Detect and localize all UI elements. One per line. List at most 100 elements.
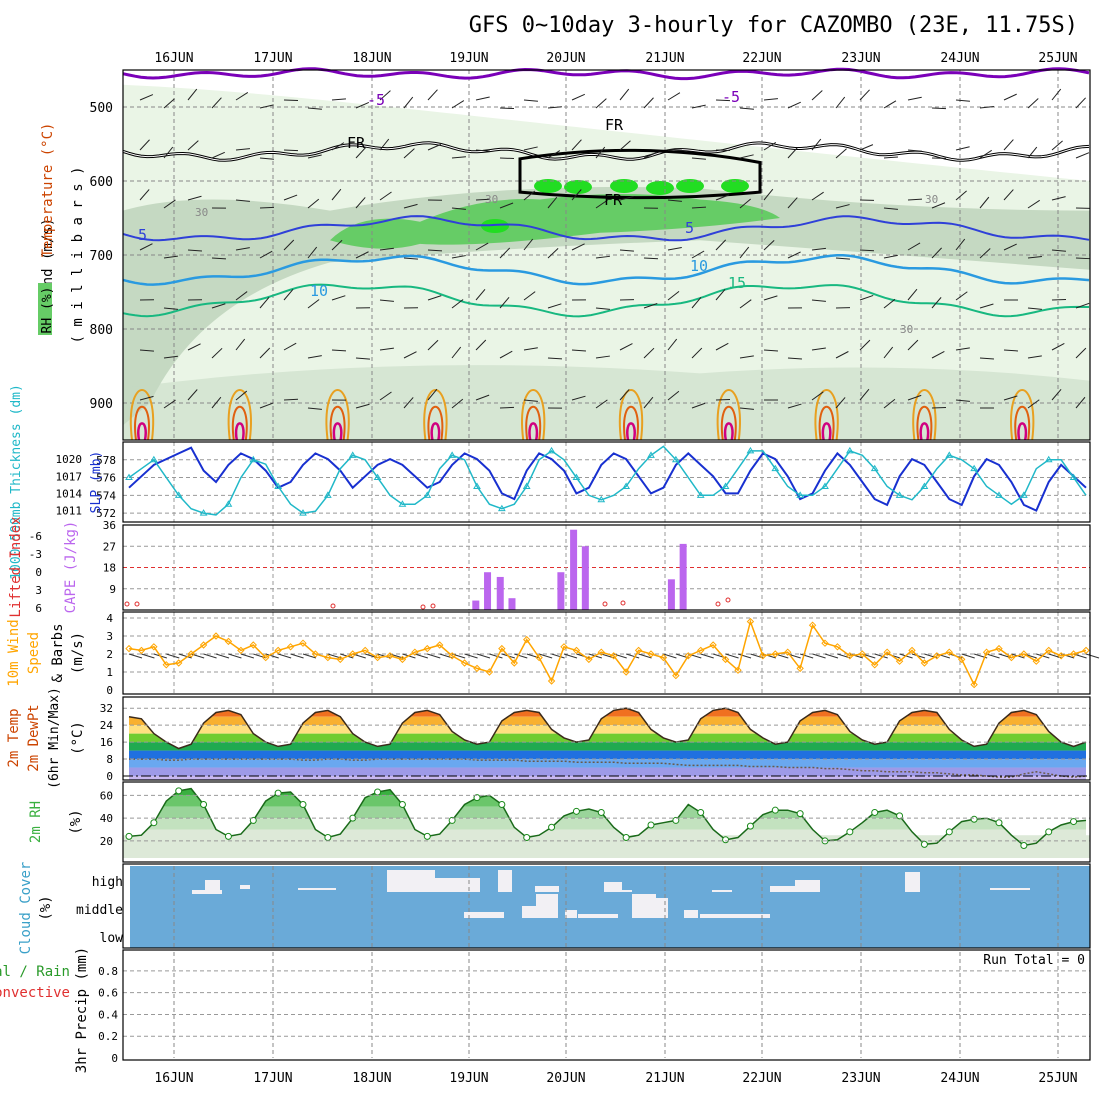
rh2m-point [746, 822, 754, 830]
wind-barb [235, 92, 249, 101]
wind-barb [499, 157, 515, 160]
wind-speed-point [771, 650, 779, 658]
panel-precip-frame [122, 949, 1091, 1061]
contour-label: 5 [138, 226, 147, 244]
wind-speed-point [784, 648, 792, 656]
wind-barb [290, 653, 304, 659]
wind-barb [1027, 307, 1042, 310]
wind-barb [1003, 395, 1018, 401]
wind-barb [307, 246, 318, 259]
cloud-gap [905, 872, 920, 892]
wind-barb [187, 249, 202, 252]
li-point [330, 603, 336, 609]
wind-barb [211, 97, 222, 109]
wind-barb [667, 338, 678, 351]
date-label-top: 25JUN [1038, 51, 1077, 66]
wind-barb [739, 407, 754, 410]
wind-barb [523, 347, 538, 351]
wind-barb [499, 247, 511, 259]
wind-barb [667, 291, 680, 301]
upper-ytick: 500 [90, 101, 113, 116]
temp-bands [129, 708, 1086, 781]
wind-barb [215, 653, 230, 659]
wind-barb [163, 255, 178, 259]
temp-band [129, 708, 1086, 709]
wind-barb [235, 199, 250, 202]
temp2m-plot: 32 24 16 8 0 [100, 702, 1090, 783]
rh2m-ylabel1: 2m RH [28, 801, 44, 843]
wind-barb [859, 388, 870, 401]
wind-barb [551, 653, 565, 659]
date-label-top: 17JUN [253, 51, 292, 66]
wind-barb [595, 399, 608, 409]
thickness-point [821, 482, 829, 489]
rh2m-point [548, 823, 556, 831]
thickness-point [572, 473, 581, 481]
wind-barb [547, 303, 562, 309]
temp-contour-30 [723, 422, 734, 441]
wind-barb [1027, 98, 1039, 109]
wind10-ylabel1: 10m Wind [6, 619, 22, 686]
wind-barb [874, 653, 888, 659]
rh2m-point [398, 800, 406, 808]
wind-speed-point [647, 650, 655, 658]
date-label-bottom: 23JUN [841, 1071, 880, 1086]
cloud-gap [684, 910, 698, 918]
wind-speed-point [535, 653, 543, 662]
wind-speed-point [411, 648, 419, 656]
rh-shade-bright [610, 179, 638, 193]
wind-barb [139, 139, 150, 151]
wind-barb [1051, 389, 1062, 401]
temp-contour-25 [916, 405, 933, 441]
rh-shade-bright [721, 179, 749, 193]
wind-barb [691, 104, 706, 109]
wind-barb [307, 407, 322, 410]
cloud-background [130, 866, 1090, 948]
rh2m-point [622, 834, 630, 842]
cloud-gap [205, 880, 220, 892]
rh2m-ytick: 60 [100, 789, 113, 802]
date-label-bottom: 18JUN [352, 1071, 391, 1086]
rh2m-point [697, 808, 705, 816]
temp2m-ytick: 16 [100, 736, 113, 749]
wind-barb [1051, 342, 1065, 351]
wind-barb [523, 238, 534, 251]
wind-barb [331, 98, 346, 101]
contour-label: 10 [690, 257, 708, 275]
wind-barb [859, 339, 871, 351]
rh2m-point [175, 787, 183, 795]
cloud-gap [387, 870, 435, 892]
cape-ytick: 27 [103, 540, 116, 553]
wind-barb [571, 139, 582, 151]
cloud-gap [240, 885, 250, 889]
rh2m-point [796, 810, 804, 818]
wind-barb [571, 93, 586, 101]
wind-speed-point [262, 653, 270, 662]
wind-barb [331, 295, 346, 301]
wind-barb [638, 653, 652, 659]
thickness-point [398, 500, 407, 507]
li-point [602, 601, 608, 607]
wind-barb [739, 154, 754, 159]
temp-band [129, 742, 1086, 751]
panel-wind10-frame [122, 611, 1091, 695]
wind-barb [595, 355, 610, 359]
upper-ytick: 700 [90, 249, 113, 264]
wind-barb [514, 653, 528, 659]
wind10-ytick: 1 [106, 666, 113, 679]
wind-barb [835, 148, 847, 159]
wind-barb [178, 653, 192, 659]
wind-barb [403, 257, 418, 260]
temp-band [129, 725, 1086, 734]
wind-barb [475, 288, 486, 301]
date-label-bottom: 21JUN [645, 1071, 684, 1086]
wind-barb [907, 339, 919, 351]
date-label-top: 16JUN [154, 51, 193, 66]
wind-barb [835, 257, 850, 260]
wind-barb [931, 107, 947, 110]
wind-barb [331, 349, 347, 352]
wind-barb [307, 154, 322, 159]
thickness-ytick: 578 [96, 454, 116, 467]
wind-barb [883, 100, 897, 109]
cape-ytick: 18 [103, 562, 116, 575]
